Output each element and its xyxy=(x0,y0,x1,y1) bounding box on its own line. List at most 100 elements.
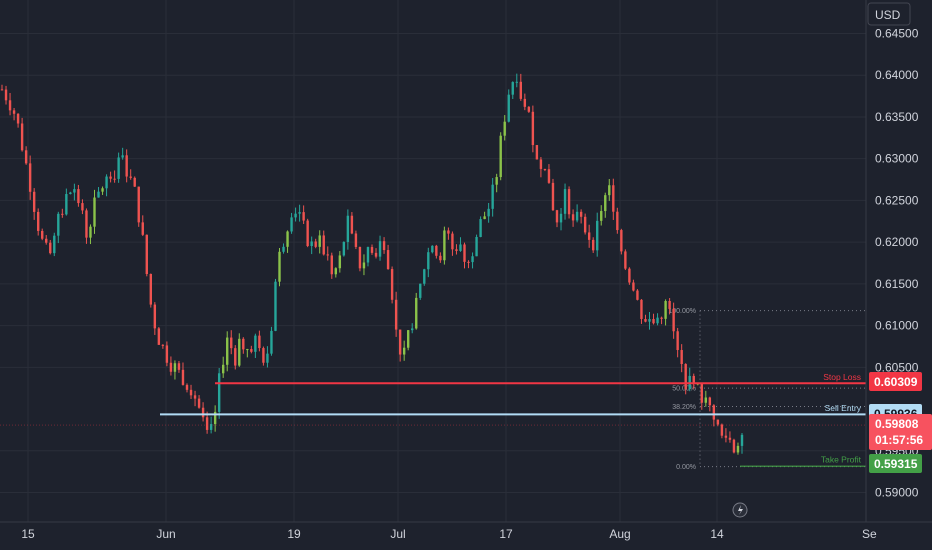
candle-body xyxy=(354,233,358,247)
candle-body xyxy=(141,222,144,235)
candle-body xyxy=(366,247,370,263)
candle-body xyxy=(193,395,197,399)
candle-body xyxy=(656,317,659,324)
candle-body xyxy=(443,230,446,261)
candle-body xyxy=(65,194,68,215)
candle-body xyxy=(358,246,362,269)
candle-body xyxy=(591,239,595,251)
candle-body xyxy=(177,363,181,370)
date-tick-label: 15 xyxy=(21,527,35,541)
candle-body xyxy=(73,189,76,193)
candle-body xyxy=(266,353,269,363)
price-tick-label: 0.61500 xyxy=(875,277,919,291)
candle-body xyxy=(270,330,273,354)
candle-body xyxy=(318,235,321,247)
candle-body xyxy=(77,189,80,204)
candle-body xyxy=(209,424,213,430)
candle-body xyxy=(161,344,165,346)
candle-body xyxy=(515,81,518,83)
candle-body xyxy=(431,245,434,253)
grid-lines xyxy=(0,0,866,522)
candle-body xyxy=(346,215,350,242)
candle-body xyxy=(419,283,422,298)
candle-body xyxy=(153,304,157,329)
candle-body xyxy=(41,230,44,239)
candle-body xyxy=(672,308,675,332)
candle-body xyxy=(644,319,647,322)
candle-body xyxy=(636,290,639,300)
candle-body xyxy=(57,213,60,236)
session-icon[interactable] xyxy=(732,502,748,518)
candle-body xyxy=(113,178,116,180)
candle-body xyxy=(616,211,619,231)
stop-loss-price: 0.60309 xyxy=(874,375,918,389)
date-tick-label: Se xyxy=(862,527,877,541)
candle-body xyxy=(89,226,92,238)
candle-body xyxy=(129,176,132,178)
currency-badge[interactable]: USD xyxy=(867,2,911,26)
candle-body xyxy=(604,195,607,212)
time-axis[interactable]: 15 Jun 19 Jul 17 Aug 14 Se xyxy=(21,527,877,541)
candle-body xyxy=(398,329,402,355)
candle-body xyxy=(708,397,712,406)
candle-body xyxy=(117,157,120,179)
candle-body xyxy=(262,348,265,363)
candle-body xyxy=(567,189,571,215)
candle-body xyxy=(49,242,52,254)
candle-body xyxy=(704,397,708,403)
candle-body xyxy=(382,241,386,251)
candle-body xyxy=(226,337,229,365)
candle-body xyxy=(85,210,88,238)
candle-body xyxy=(93,197,96,227)
candle-body xyxy=(133,177,136,187)
candle-body xyxy=(53,235,56,254)
candle-body xyxy=(338,255,342,269)
candle-body xyxy=(736,445,740,453)
candle-body xyxy=(499,135,502,178)
candle-body xyxy=(81,203,84,211)
candle-body xyxy=(571,214,575,221)
candle-body xyxy=(624,251,627,269)
candle-body xyxy=(310,241,313,247)
candle-body xyxy=(495,177,498,185)
candle-body xyxy=(169,362,173,372)
candle-body xyxy=(217,373,221,412)
candle-body xyxy=(386,250,390,270)
candle-body xyxy=(201,407,205,418)
level-label: Stop Loss xyxy=(823,372,861,382)
candle-body xyxy=(24,150,28,164)
level-label: Sell Entry xyxy=(825,403,862,413)
candle-body xyxy=(32,191,36,212)
candlestick-series xyxy=(0,73,744,455)
candle-body xyxy=(640,299,643,320)
candle-body xyxy=(101,188,104,192)
candle-body xyxy=(684,364,687,390)
trade-levels: Stop Loss Sell Entry Take Profit xyxy=(0,372,866,467)
candle-body xyxy=(12,110,16,114)
candle-body xyxy=(189,389,193,396)
candle-body xyxy=(620,230,623,252)
price-tick-label: 0.63500 xyxy=(875,110,919,124)
candle-body xyxy=(575,211,579,221)
candle-body xyxy=(728,437,732,440)
candle-body xyxy=(234,348,237,366)
candle-body xyxy=(242,338,245,350)
candle-body xyxy=(402,347,406,355)
date-tick-label: 14 xyxy=(710,527,724,541)
price-tick-label: 0.62500 xyxy=(875,193,919,207)
fib-label: 50.00% xyxy=(672,386,696,393)
candle-body xyxy=(350,215,354,234)
candle-body xyxy=(173,363,177,372)
candle-body xyxy=(282,246,285,252)
candle-body xyxy=(97,191,100,198)
candle-body xyxy=(600,211,603,221)
candle-body xyxy=(612,185,615,212)
candle-body xyxy=(302,212,305,221)
candle-body xyxy=(109,176,112,179)
fibonacci-levels: 100.00% 50.00% 38.20% 0.00% xyxy=(668,308,866,471)
price-tick-label: 0.62000 xyxy=(875,235,919,249)
candle-body xyxy=(692,375,695,384)
candle-body xyxy=(238,338,241,366)
candle-body xyxy=(531,111,535,146)
